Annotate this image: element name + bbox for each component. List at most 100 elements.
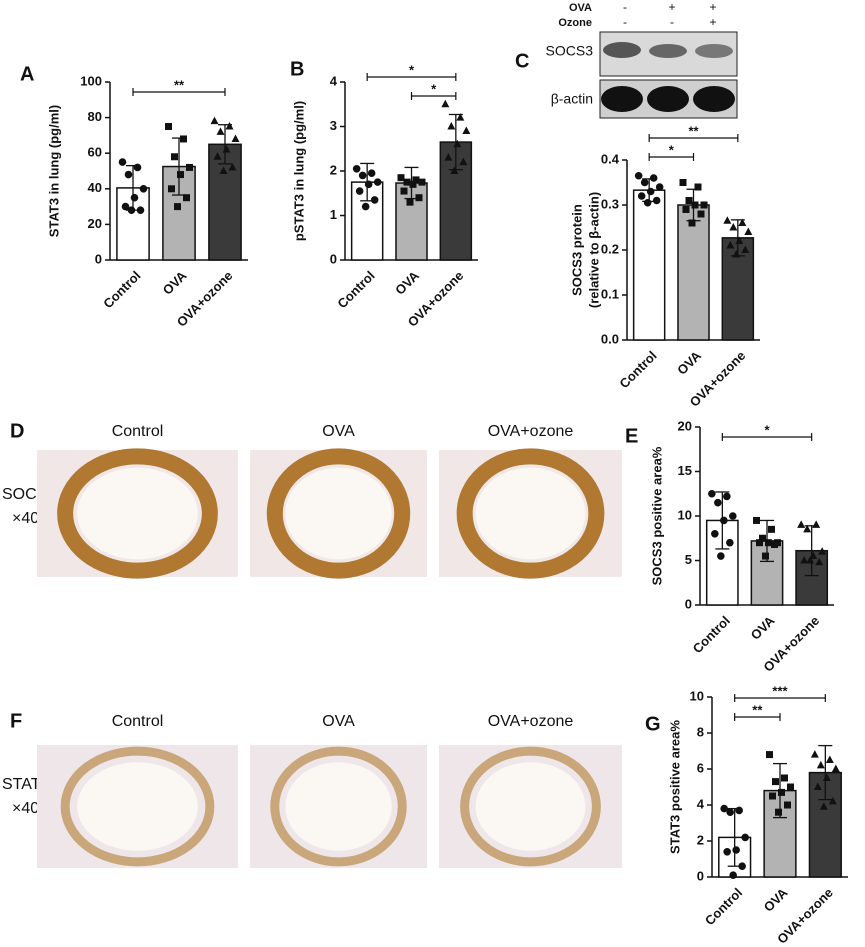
panel-letter: E bbox=[625, 425, 638, 447]
data-point bbox=[738, 218, 747, 226]
data-point bbox=[136, 206, 145, 214]
data-point bbox=[762, 552, 769, 560]
data-point bbox=[679, 179, 687, 186]
data-point bbox=[180, 135, 187, 143]
x-tick-label: Control bbox=[616, 348, 659, 391]
y-tick-label: 10 bbox=[690, 688, 704, 703]
y-tick-label: 100 bbox=[80, 73, 102, 88]
data-point bbox=[231, 134, 240, 142]
data-point bbox=[352, 164, 361, 173]
data-point bbox=[771, 540, 778, 548]
data-point bbox=[409, 180, 417, 188]
blot-sign: - bbox=[623, 15, 627, 29]
y-tick-label: 0 bbox=[330, 251, 337, 266]
y-tick-label: 1 bbox=[330, 207, 337, 222]
data-point bbox=[364, 180, 373, 189]
data-point bbox=[806, 556, 815, 564]
data-point bbox=[133, 163, 142, 172]
data-point bbox=[210, 116, 219, 125]
data-point bbox=[732, 250, 741, 258]
data-point bbox=[171, 153, 178, 161]
data-point bbox=[685, 197, 693, 204]
data-point bbox=[637, 192, 646, 200]
y-tick-label: 20 bbox=[678, 418, 692, 433]
data-point bbox=[810, 750, 819, 758]
data-point bbox=[412, 176, 420, 184]
data-point bbox=[744, 227, 753, 235]
data-point bbox=[222, 145, 231, 153]
data-point bbox=[720, 516, 728, 525]
airway-wall bbox=[266, 448, 411, 579]
panel-letter: F bbox=[10, 710, 22, 732]
significance-label: * bbox=[431, 81, 437, 96]
data-point bbox=[640, 178, 649, 187]
y-tick-label: 15 bbox=[678, 463, 692, 478]
significance-label: ** bbox=[752, 702, 763, 717]
blot-band-label: β-actin bbox=[551, 91, 593, 107]
airway-wall bbox=[460, 746, 601, 867]
column-label: OVA+ozone bbox=[488, 423, 574, 440]
data-point bbox=[370, 196, 379, 204]
y-tick-label: 0.1 bbox=[601, 286, 619, 301]
airway-lumen bbox=[77, 467, 198, 560]
column-label: OVA bbox=[322, 423, 355, 440]
blot-band bbox=[647, 86, 689, 112]
blot-band bbox=[601, 86, 643, 112]
data-point bbox=[213, 152, 222, 160]
data-point bbox=[456, 113, 465, 121]
column-label: OVA bbox=[322, 713, 355, 730]
significance-label: * bbox=[409, 62, 415, 77]
data-point bbox=[828, 796, 837, 805]
data-point bbox=[130, 193, 139, 202]
blot-row-label: Ozone bbox=[558, 17, 592, 29]
data-point bbox=[775, 808, 782, 816]
data-point bbox=[682, 206, 690, 213]
data-point bbox=[127, 206, 136, 214]
y-tick-label: 0.4 bbox=[601, 151, 620, 166]
data-point bbox=[228, 162, 237, 171]
significance-label: ** bbox=[688, 123, 699, 138]
data-point bbox=[720, 804, 728, 813]
column-label: Control bbox=[112, 423, 164, 440]
panel-letter: D bbox=[10, 420, 24, 442]
data-point bbox=[732, 846, 740, 854]
data-point bbox=[688, 219, 696, 227]
data-point bbox=[447, 122, 456, 130]
data-point bbox=[373, 178, 382, 186]
y-tick-label: 0.3 bbox=[601, 196, 619, 211]
data-point bbox=[831, 764, 840, 772]
x-tick-label: Control bbox=[690, 613, 733, 656]
data-point bbox=[219, 166, 228, 174]
x-tick-label: Control bbox=[334, 268, 377, 311]
y-tick-label: 60 bbox=[88, 145, 102, 160]
data-point bbox=[756, 539, 763, 547]
data-point bbox=[818, 547, 827, 555]
data-point bbox=[216, 127, 225, 135]
airway-lumen bbox=[475, 762, 586, 851]
data-point bbox=[450, 166, 459, 174]
y-tick-label: 0 bbox=[697, 868, 704, 883]
data-point bbox=[741, 245, 750, 253]
data-point bbox=[769, 792, 776, 800]
bar bbox=[632, 189, 666, 341]
data-point bbox=[355, 187, 364, 195]
blot-band-label: SOCS3 bbox=[546, 43, 594, 59]
data-point bbox=[825, 755, 834, 763]
data-point bbox=[708, 489, 716, 498]
bar bbox=[795, 549, 829, 606]
airway-lumen bbox=[285, 467, 392, 560]
x-tick-label: OVA bbox=[748, 613, 778, 643]
column-label: OVA+ozone bbox=[488, 713, 574, 730]
data-point bbox=[784, 801, 791, 809]
y-tick-label: 20 bbox=[88, 216, 102, 231]
data-point bbox=[735, 236, 744, 244]
y-tick-label: 0.2 bbox=[601, 241, 619, 256]
data-point bbox=[415, 194, 423, 202]
column-label: Control bbox=[112, 713, 164, 730]
data-point bbox=[759, 534, 766, 542]
data-point bbox=[816, 760, 825, 769]
airway-lumen bbox=[285, 762, 392, 851]
panel-letter: B bbox=[290, 58, 304, 80]
y-tick-label: 3 bbox=[330, 118, 337, 133]
